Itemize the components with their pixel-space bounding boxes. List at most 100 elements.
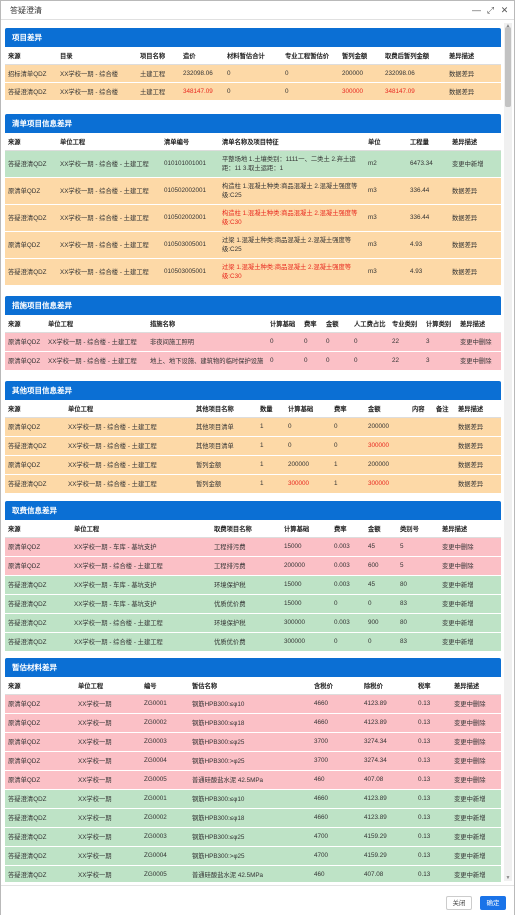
column-header[interactable]: 人工费占比 [351,315,389,333]
table-row[interactable]: 原清单QDZ XX学校一期 - 综合楼 - 土建工程 地上、地下设施、建筑物的临时保… [5,351,501,371]
table-row[interactable]: 招标清单QDZ XX学校一期 - 综合楼 土建工程 232098.06 0 0 200000… [5,64,501,83]
column-header[interactable]: 计算类别 [423,315,457,333]
table-row[interactable]: 答疑澄清QDZ XX学校一期 - 综合楼 - 土建工程 010101001001 平整… [5,150,501,178]
table-row[interactable]: 原清单QDZ XX学校一期 - 综合楼 - 土建工程 工程排污费 200000 0.00… [5,556,501,576]
column-header[interactable]: 造价 [180,47,224,65]
column-header[interactable]: 单位工程 [75,677,141,695]
table-row[interactable]: 答疑澄清QDZ XX学校一期 - 综合楼 - 土建工程 环境保护税 300000 0.0… [5,613,501,633]
table-row[interactable]: 原清单QDZ XX学校一期 - 车库 - 基坑支护 工程排污费 15000 0.003 4… [5,537,501,557]
table-row[interactable]: 答疑澄清QDZ XX学校一期 ZG0004 钢筋HPB300:>φ25 4700 4159… [5,846,501,866]
column-header[interactable]: 单位工程 [71,520,211,538]
ok-button[interactable]: 确定 [480,896,506,910]
column-header[interactable]: 单位工程 [45,315,147,333]
column-header[interactable]: 单位 [365,133,407,151]
table-row[interactable]: 原清单QDZ XX学校一期 ZG0004 钢筋HPB300:>φ25 3700 3274.… [5,751,501,771]
table-row[interactable]: 答疑澄清QDZ XX学校一期 - 综合楼 - 土建工程 010503005001 过梁… [5,258,501,286]
table-cell [433,436,455,456]
column-header[interactable]: 工程量 [407,133,449,151]
column-header[interactable]: 专业工程暂估价 [282,47,339,65]
column-header[interactable]: 编号 [141,677,189,695]
column-header[interactable]: 单位工程 [57,133,161,151]
column-header[interactable]: 费率 [301,315,323,333]
scroll-up-icon[interactable]: ▲ [505,23,511,29]
table-cell: 钢筋HPB300:≤φ10 [189,694,311,714]
table-row[interactable]: 原清单QDZ XX学校一期 ZG0002 钢筋HPB300:≤φ18 4660 4123.… [5,713,501,733]
table-cell: 15000 [281,575,331,595]
table-row[interactable]: 答疑澄清QDZ XX学校一期 ZG0001 钢筋HPB300:≤φ10 4660 4123… [5,789,501,809]
column-header[interactable]: 来源 [5,315,45,333]
vertical-scrollbar[interactable]: ▲ ▼ [504,23,512,881]
scroll-down-icon[interactable]: ▼ [505,875,511,881]
table-row[interactable]: 原清单QDZ XX学校一期 - 综合楼 - 土建工程 其他项目清单 1 0 0 200000… [5,417,501,437]
table-row[interactable]: 原清单QDZ XX学校一期 - 综合楼 - 土建工程 010503005001 过梁 … [5,231,501,259]
column-header[interactable]: 计算基础 [285,400,331,418]
column-header[interactable]: 计算基础 [267,315,301,333]
column-header[interactable]: 金额 [323,315,351,333]
table-row[interactable]: 答疑澄清QDZ XX学校一期 - 综合楼 土建工程 348147.09 0 0 300000… [5,82,501,101]
column-header[interactable]: 取费后暂列金额 [382,47,446,65]
column-header[interactable]: 材料暂估合计 [224,47,282,65]
column-header[interactable]: 项目名称 [137,47,180,65]
table-row[interactable]: 答疑澄清QDZ XX学校一期 - 综合楼 - 土建工程 暂列金额 1 300000 1 30… [5,474,501,494]
column-header[interactable]: 专业类别 [389,315,423,333]
close-button[interactable]: 关闭 [446,896,472,910]
column-header[interactable]: 计算基础 [281,520,331,538]
column-header[interactable]: 措施名称 [147,315,267,333]
column-header[interactable]: 差异描述 [457,315,501,333]
table-row[interactable]: 答疑澄清QDZ XX学校一期 - 综合楼 - 土建工程 其他项目清单 1 0 0 30000… [5,436,501,456]
table-row[interactable]: 原清单QDZ XX学校一期 - 综合楼 - 土建工程 暂列金额 1 200000 1 200… [5,455,501,475]
column-header[interactable]: 金额 [365,520,397,538]
close-icon[interactable]: ✕ [500,5,509,15]
minimize-icon[interactable]: — [472,5,481,15]
column-header[interactable]: 数量 [257,400,285,418]
table-cell: 工程排污费 [211,537,281,557]
maximize-icon[interactable]: ⤢ [486,5,495,15]
column-header[interactable]: 金额 [365,400,409,418]
table-row[interactable]: 答疑澄清QDZ XX学校一期 ZG0005 普通硅酸盐水泥 42.5MPa 460 407… [5,865,501,882]
column-header[interactable]: 差异描述 [455,400,501,418]
column-header[interactable]: 差异描述 [446,47,501,65]
column-header[interactable]: 费率 [331,400,365,418]
column-header[interactable]: 税率 [415,677,451,695]
column-header[interactable]: 其他项目名称 [193,400,257,418]
table-row[interactable]: 原清单QDZ XX学校一期 ZG0001 钢筋HPB300:≤φ10 4660 4123.… [5,694,501,714]
column-header[interactable]: 清单编号 [161,133,219,151]
column-header[interactable]: 清单名称及项目特征 [219,133,365,151]
column-header[interactable]: 取费项目名称 [211,520,281,538]
table-cell: 钢筋HPB300:≤φ10 [189,789,311,809]
section-title: 项目差异 [5,28,501,47]
column-header[interactable]: 单位工程 [65,400,193,418]
table-row[interactable]: 原清单QDZ XX学校一期 - 综合楼 - 土建工程 非夜间施工照明 0 0 0 0 22 3 变… [5,332,501,352]
column-header[interactable]: 来源 [5,520,71,538]
table-cell: 数据差异 [449,204,501,232]
column-header[interactable]: 备注 [433,400,455,418]
table-row[interactable]: 答疑澄清QDZ XX学校一期 - 综合楼 - 土建工程 优质优价费 300000 0 0 8… [5,632,501,652]
table-row[interactable]: 原清单QDZ XX学校一期 ZG0003 钢筋HPB300:≤φ25 3700 3274.… [5,732,501,752]
column-header[interactable]: 目录 [57,47,137,65]
column-header[interactable]: 来源 [5,677,75,695]
column-header[interactable]: 来源 [5,400,65,418]
table-row[interactable]: 答疑澄清QDZ XX学校一期 ZG0002 钢筋HPB300:≤φ18 4660 4123… [5,808,501,828]
table-row[interactable]: 答疑澄清QDZ XX学校一期 ZG0003 钢筋HPB300:≤φ25 4700 4159… [5,827,501,847]
column-header[interactable]: 差异描述 [451,677,501,695]
column-header[interactable]: 含税价 [311,677,361,695]
column-header[interactable]: 差异描述 [449,133,501,151]
table-row[interactable]: 原清单QDZ XX学校一期 ZG0005 普通硅酸盐水泥 42.5MPa 460 407.… [5,770,501,790]
column-header[interactable]: 暂列金额 [339,47,382,65]
table-cell: 普通硅酸盐水泥 42.5MPa [189,865,311,882]
column-header[interactable]: 类别号 [397,520,439,538]
diff-table: 来源 单位工程 编号 暂估名称 含税价 除税价 税率 差异描述 原清单QDZ XX学校一期 ZG00… [5,677,501,882]
column-header[interactable]: 费率 [331,520,365,538]
column-header[interactable]: 来源 [5,133,57,151]
column-header[interactable]: 内容 [409,400,433,418]
scroll-thumb[interactable] [505,27,511,107]
table-row[interactable]: 答疑澄清QDZ XX学校一期 - 综合楼 - 土建工程 010502002001 构造… [5,204,501,232]
table-row[interactable]: 原清单QDZ XX学校一期 - 综合楼 - 土建工程 010502002001 构造柱… [5,177,501,205]
table-row[interactable]: 答疑澄清QDZ XX学校一期 - 车库 - 基坑支护 优质优价费 15000 0 0 83 变… [5,594,501,614]
table-cell: 0 [267,332,301,352]
table-row[interactable]: 答疑澄清QDZ XX学校一期 - 车库 - 基坑支护 环境保护税 15000 0.003… [5,575,501,595]
column-header[interactable]: 差异描述 [439,520,501,538]
column-header[interactable]: 暂估名称 [189,677,311,695]
column-header[interactable]: 除税价 [361,677,415,695]
column-header[interactable]: 来源 [5,47,57,65]
